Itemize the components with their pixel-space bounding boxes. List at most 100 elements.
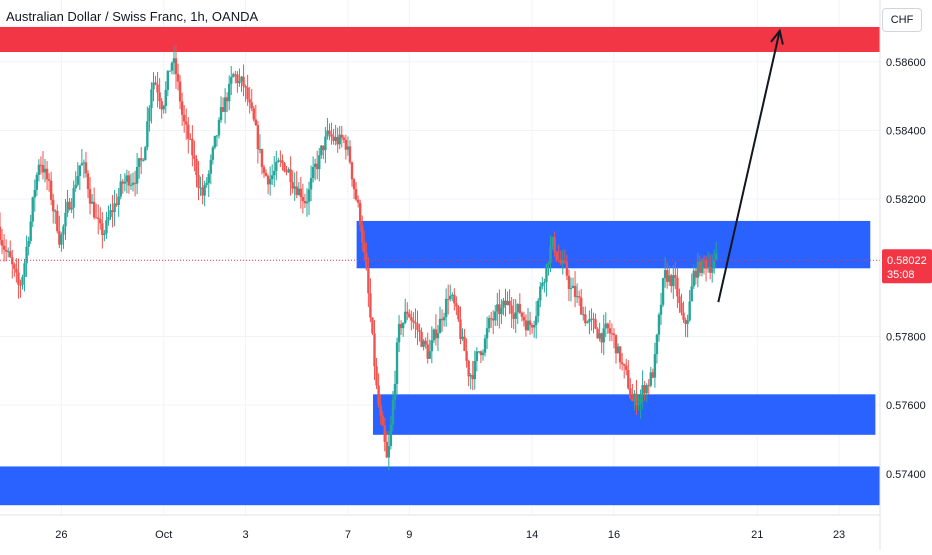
candle-body	[479, 351, 483, 356]
candle-body	[706, 266, 710, 269]
candle-body	[332, 136, 335, 141]
candle-body	[15, 268, 18, 273]
candle-body	[264, 172, 268, 176]
candle-body	[610, 333, 614, 335]
candle-body	[350, 162, 354, 180]
currency-button[interactable]: CHF	[882, 8, 922, 32]
candle-body	[551, 237, 554, 246]
candle-body	[516, 304, 519, 313]
candle-body	[344, 139, 348, 150]
candle-body	[84, 162, 88, 174]
candle-body	[281, 160, 284, 164]
candle-body	[19, 284, 22, 286]
candle-body	[74, 184, 77, 189]
zone-rect-2	[372, 394, 876, 435]
last-price-label: 0.58022	[887, 255, 927, 267]
candle-body	[45, 168, 49, 180]
candle-body	[356, 199, 360, 203]
candle-body	[185, 121, 188, 125]
candle-body	[661, 278, 665, 305]
candle-body	[502, 300, 505, 308]
candle-body	[461, 336, 464, 339]
candle-body	[453, 294, 456, 304]
candle-body	[125, 175, 129, 182]
candle-body	[58, 231, 61, 245]
candle-body	[395, 342, 399, 384]
candle-body	[561, 260, 564, 264]
candle-body	[625, 365, 628, 370]
candle-body	[563, 260, 567, 262]
candle-body	[43, 168, 47, 173]
candle-body	[203, 184, 206, 196]
candle-body	[363, 242, 366, 253]
candle-body	[653, 354, 657, 378]
candle-body	[586, 321, 589, 324]
candle-body	[682, 312, 685, 320]
candle-body	[422, 340, 425, 347]
candle-body	[346, 146, 350, 150]
candle-body	[387, 446, 391, 458]
candle-body	[275, 161, 278, 171]
candle-body	[528, 320, 532, 326]
candle-body	[715, 253, 718, 260]
candle-body	[270, 175, 274, 180]
candle-body	[465, 350, 468, 361]
candle-body	[260, 149, 264, 168]
candle-body	[444, 298, 448, 318]
candle-body	[225, 97, 229, 102]
candle-body	[213, 135, 217, 148]
candle-body	[180, 101, 184, 115]
candle-body	[631, 398, 634, 402]
candle-body	[606, 323, 610, 329]
candle-body	[442, 317, 446, 321]
candle-body	[17, 272, 20, 285]
x-tick-label: 9	[406, 529, 412, 541]
zone-rect-3	[0, 466, 881, 506]
candle-body	[299, 188, 303, 197]
candle-body	[4, 249, 8, 252]
candle-body	[645, 385, 648, 394]
candle-body	[594, 319, 597, 329]
candle-body	[555, 251, 558, 260]
y-tick-label: 0.58400	[886, 125, 926, 137]
arrow-shaft	[717, 30, 781, 303]
candle-body	[663, 270, 667, 279]
candle-body	[129, 184, 133, 186]
candle-body	[242, 76, 245, 86]
candle-body	[404, 311, 407, 323]
candle-body	[197, 175, 200, 188]
candle-body	[27, 240, 30, 247]
candle-body	[492, 318, 495, 321]
candle-body	[365, 252, 368, 269]
candle-body	[117, 196, 120, 205]
candle-body	[301, 196, 305, 201]
candle-body	[250, 102, 253, 109]
candle-body	[56, 210, 59, 232]
candle-body	[569, 287, 573, 289]
candle-body	[580, 297, 583, 315]
candle-body	[49, 180, 53, 200]
candle-body	[328, 130, 331, 135]
candle-body	[64, 212, 67, 227]
candle-body	[295, 186, 298, 196]
candle-body	[547, 262, 550, 265]
candle-body	[426, 344, 429, 359]
candle-body	[215, 135, 219, 137]
candle-body	[467, 360, 470, 377]
candle-body	[150, 89, 153, 109]
candle-body	[133, 182, 137, 184]
chart-title: Australian Dollar / Swiss Franc, 1h, OAN…	[6, 9, 259, 24]
candle-body	[52, 199, 55, 212]
candle-body	[47, 179, 51, 181]
candle-body	[178, 81, 182, 102]
candle-body	[170, 62, 174, 71]
candle-body	[397, 323, 401, 343]
candle-body	[140, 158, 143, 161]
candle-body	[477, 351, 481, 353]
candle-body	[92, 201, 96, 218]
candle-body	[651, 372, 655, 378]
candle-body	[70, 207, 73, 210]
candle-body	[438, 318, 442, 334]
